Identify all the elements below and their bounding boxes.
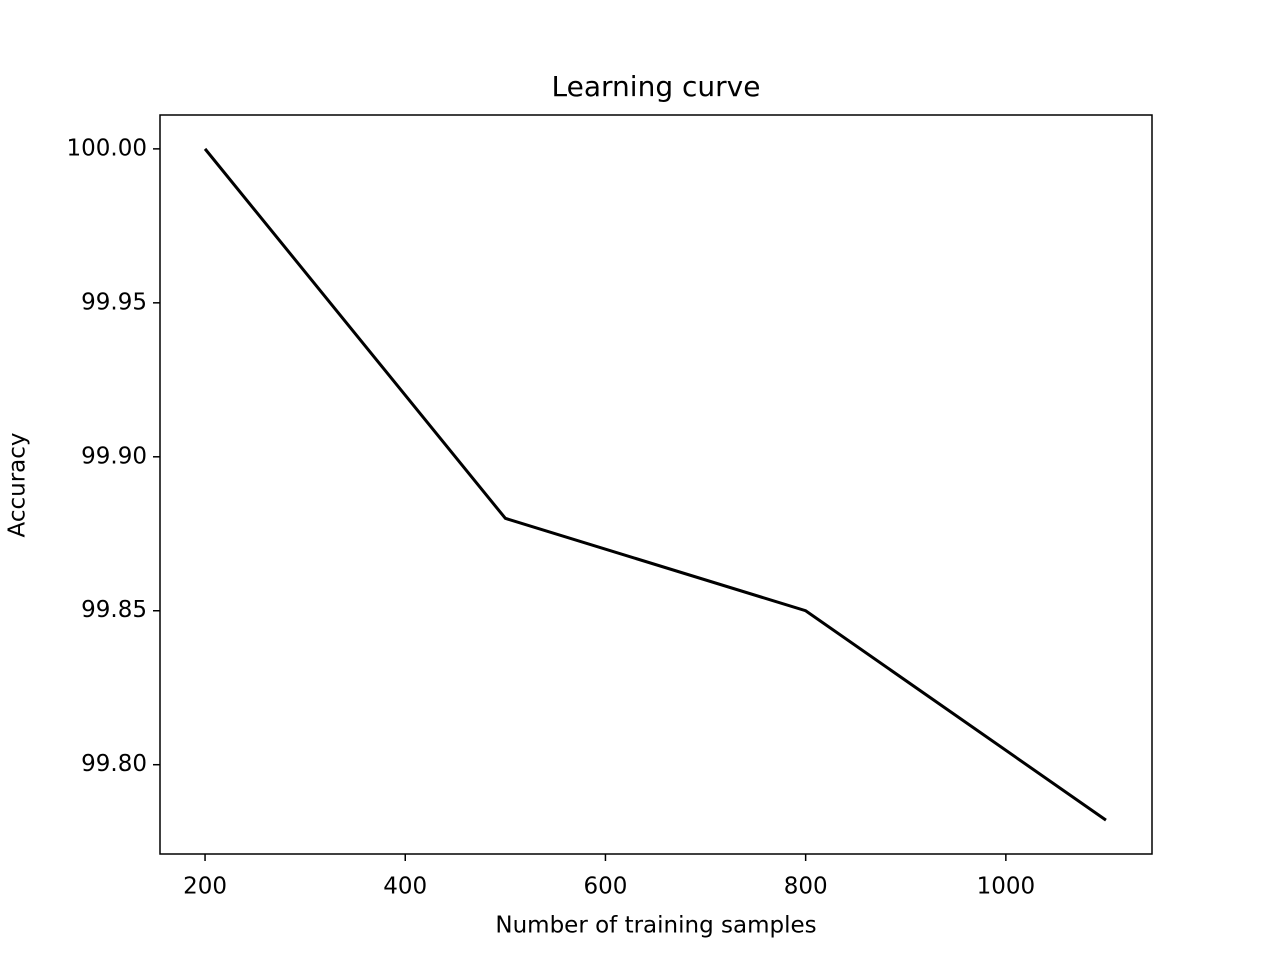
x-tick-label: 800 — [784, 874, 828, 900]
x-tick-label: 1000 — [977, 874, 1036, 900]
x-tick-label: 400 — [383, 874, 427, 900]
y-tick-label: 99.90 — [81, 443, 147, 469]
y-tick-label: 99.85 — [81, 597, 147, 623]
chart-title: Learning curve — [552, 70, 761, 103]
data-line — [203, 147, 1107, 822]
plot-frame — [159, 114, 1153, 855]
y-axis-label: Accuracy — [5, 432, 31, 537]
x-tick-label: 200 — [183, 874, 227, 900]
y-tick-label: 100.00 — [67, 135, 147, 161]
x-axis-label: Number of training samples — [495, 913, 816, 939]
y-tick-label: 99.95 — [81, 289, 147, 315]
y-tick-label: 99.80 — [81, 751, 147, 777]
x-tick-label: 600 — [583, 874, 627, 900]
